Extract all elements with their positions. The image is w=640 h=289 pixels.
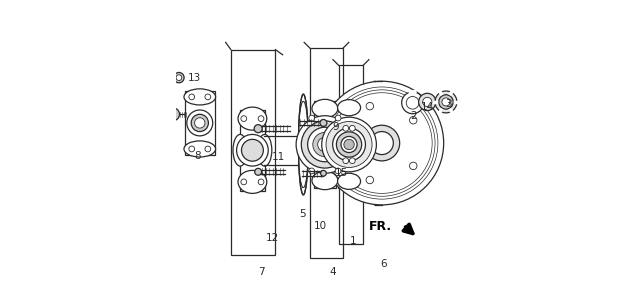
Circle shape [336,136,353,153]
Circle shape [195,118,205,128]
Circle shape [322,117,376,172]
Circle shape [410,116,417,124]
Circle shape [241,179,246,185]
Circle shape [337,132,362,157]
Circle shape [331,131,358,158]
Ellipse shape [337,100,360,116]
Text: 8: 8 [195,151,201,161]
Circle shape [241,139,263,161]
Circle shape [187,110,212,136]
Circle shape [326,121,372,168]
Bar [339,65,363,244]
Circle shape [173,73,184,83]
Ellipse shape [298,101,308,188]
Circle shape [442,98,450,106]
Bar [310,48,343,258]
Text: 15: 15 [335,168,348,178]
Circle shape [237,134,268,166]
Circle shape [167,108,179,121]
Bar [339,101,360,188]
Bar [185,90,215,155]
Circle shape [176,75,182,81]
Text: 6: 6 [380,259,387,269]
Text: 3: 3 [445,99,451,109]
Ellipse shape [298,98,308,191]
Ellipse shape [337,173,360,189]
Ellipse shape [304,136,310,165]
Circle shape [366,176,374,184]
Circle shape [308,168,314,174]
Circle shape [296,116,354,173]
Ellipse shape [238,107,267,130]
Circle shape [335,115,341,121]
Circle shape [343,158,349,164]
Circle shape [255,168,262,175]
Circle shape [422,97,432,107]
Text: 1: 1 [350,236,356,246]
Circle shape [254,125,262,133]
Text: 10: 10 [314,221,326,231]
Circle shape [410,162,417,170]
Circle shape [258,116,264,121]
Text: FR.: FR. [369,220,392,233]
Ellipse shape [184,141,216,157]
Circle shape [320,81,444,205]
Circle shape [349,125,355,131]
Circle shape [320,119,327,126]
Text: 2: 2 [410,111,417,121]
Circle shape [205,146,211,152]
Circle shape [205,94,211,100]
Circle shape [308,127,342,162]
Ellipse shape [233,134,248,166]
Circle shape [313,132,337,157]
Text: 12: 12 [266,233,279,243]
Circle shape [308,115,314,121]
Circle shape [321,171,326,176]
Text: 4: 4 [330,268,336,277]
Text: 5: 5 [300,209,306,218]
Circle shape [435,91,457,113]
Circle shape [335,168,341,174]
Circle shape [439,95,453,109]
Bar [240,110,264,190]
Text: 7: 7 [258,268,264,277]
Bar [231,50,275,255]
Text: 11: 11 [271,152,285,162]
Circle shape [419,93,436,111]
Circle shape [406,97,419,109]
Ellipse shape [312,171,338,190]
Ellipse shape [298,94,308,195]
Circle shape [333,128,365,161]
Text: 9: 9 [333,122,339,132]
Circle shape [189,146,195,152]
Circle shape [317,137,332,152]
Ellipse shape [257,134,272,166]
Ellipse shape [184,89,216,105]
Circle shape [402,92,424,114]
Text: 13: 13 [188,73,202,83]
Circle shape [258,179,264,185]
Circle shape [343,125,349,131]
Text: 14: 14 [421,102,435,112]
Circle shape [341,136,357,153]
Ellipse shape [312,99,338,118]
Circle shape [189,94,195,100]
Circle shape [191,114,209,131]
Bar [314,101,336,188]
Circle shape [366,102,374,110]
Circle shape [241,116,246,121]
Ellipse shape [368,81,381,205]
Circle shape [349,158,355,164]
Ellipse shape [238,171,267,193]
Circle shape [301,121,348,168]
Circle shape [371,131,394,155]
Circle shape [344,139,354,150]
Circle shape [339,139,347,147]
Circle shape [364,125,399,161]
